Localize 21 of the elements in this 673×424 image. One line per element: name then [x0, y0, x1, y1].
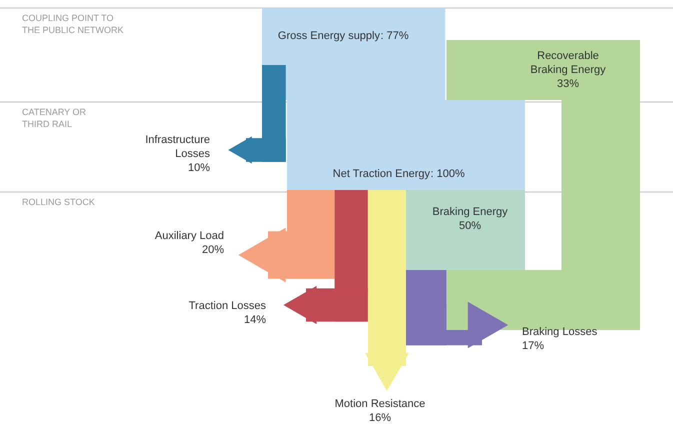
data-label: 16%: [368, 412, 392, 424]
text: CATENARY OR THIRD RAIL: [22, 107, 87, 129]
data-label: 50%: [458, 220, 482, 232]
data-label: : 100%: [430, 168, 465, 180]
category-label: Infrastructure Losses: [145, 134, 210, 160]
data-label: 14%: [244, 314, 266, 326]
data-label: 17%: [522, 340, 544, 352]
category-label: Gross Energy supply: [278, 30, 380, 42]
category-label: Braking Energy: [432, 206, 508, 218]
data-label: 33%: [556, 78, 580, 90]
category-label: Recoverable Braking Energy: [530, 50, 606, 76]
data-label: 20%: [202, 244, 224, 256]
category-label: Braking Losses: [522, 326, 598, 338]
category-label: Auxiliary Load: [154, 230, 224, 242]
category-label: Motion Resistance: [334, 398, 426, 410]
category-label: Net Traction Energy: [332, 168, 430, 180]
category-label: Traction Losses: [188, 300, 266, 312]
data-label: 10%: [188, 162, 210, 174]
text: ROLLING STOCK: [22, 197, 95, 207]
data-label: : 77%: [380, 30, 409, 42]
text: COUPLING POINT TO THE PUBLIC NETWORK: [22, 13, 124, 35]
